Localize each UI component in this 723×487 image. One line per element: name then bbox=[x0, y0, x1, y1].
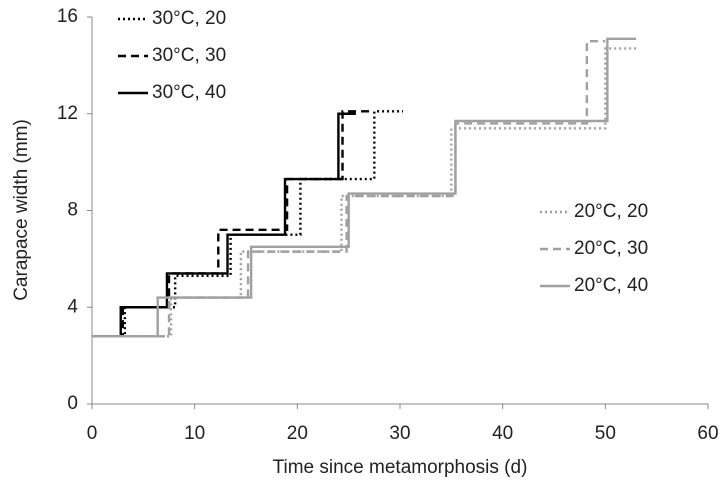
y-tick-label: 4 bbox=[67, 296, 78, 317]
step-line bbox=[92, 39, 606, 338]
legend-label: 20°C, 30 bbox=[574, 238, 648, 259]
y-tick-label: 0 bbox=[67, 393, 78, 414]
x-tick-label: 20 bbox=[287, 423, 308, 444]
x-tick-label: 10 bbox=[184, 423, 205, 444]
x-tick-label: 0 bbox=[87, 423, 98, 444]
y-tick-label: 12 bbox=[57, 103, 78, 124]
step-line bbox=[92, 37, 637, 338]
x-tick-label: 40 bbox=[492, 423, 513, 444]
x-tick-label: 60 bbox=[697, 423, 718, 444]
step-line bbox=[92, 110, 404, 338]
y-tick-label: 8 bbox=[67, 200, 78, 221]
legend-label: 30°C, 40 bbox=[152, 82, 226, 103]
legend-label: 20°C, 20 bbox=[574, 201, 648, 222]
x-tick-label: 30 bbox=[389, 423, 410, 444]
x-tick-label: 50 bbox=[595, 423, 616, 444]
step-line bbox=[92, 47, 637, 338]
y-axis-label: Carapace width (mm) bbox=[11, 119, 32, 301]
x-axis-label: Time since metamorphosis (d) bbox=[273, 457, 528, 478]
legend-label: 30°C, 30 bbox=[152, 45, 226, 66]
legend-label: 20°C, 40 bbox=[574, 275, 648, 296]
y-tick-label: 16 bbox=[57, 6, 78, 27]
legend-label: 30°C, 20 bbox=[152, 8, 226, 29]
step-line bbox=[92, 112, 356, 338]
step-line bbox=[92, 110, 372, 338]
